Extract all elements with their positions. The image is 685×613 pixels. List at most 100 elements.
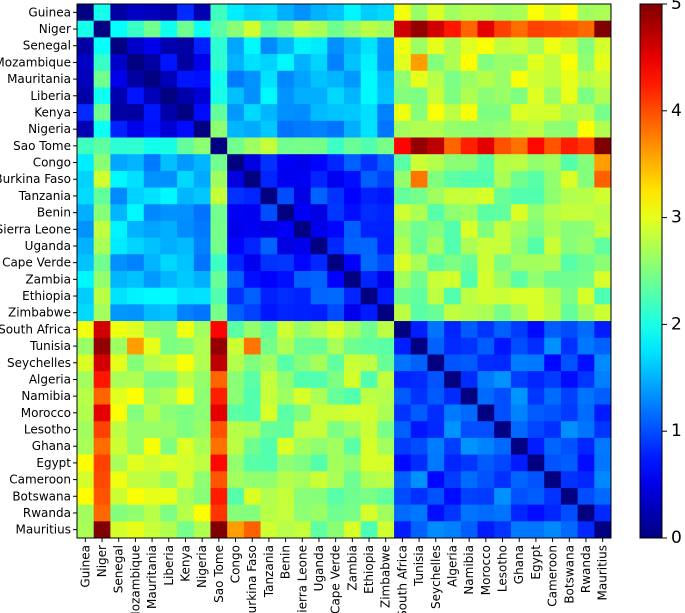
heatmap-cell [344,487,362,506]
heatmap-cell [277,104,295,122]
heatmap-cell [494,304,512,322]
heatmap-cell [527,471,545,489]
heatmap-cell [344,237,362,255]
heatmap-cell [527,137,545,155]
heatmap-cell [544,504,562,522]
heatmap-cell [410,70,428,88]
heatmap-cell [594,471,612,489]
heatmap-cell [160,170,178,188]
heatmap-cell [594,254,612,272]
heatmap-cell [460,154,478,172]
heatmap-cell [277,70,295,88]
heatmap-cell [177,304,195,322]
heatmap-cell [160,120,178,138]
heatmap-cell [460,254,478,272]
heatmap-cell [77,137,95,155]
heatmap-cell [360,220,378,239]
heatmap-cell [160,521,178,539]
heatmap-cell [227,271,245,289]
heatmap-cell [127,371,145,389]
heatmap-cell [143,421,161,439]
heatmap-cell [510,170,528,188]
heatmap-cell [427,321,445,339]
heatmap-cell [177,204,195,222]
heatmap-cell [560,321,579,339]
heatmap-cell [360,170,378,188]
heatmap-cell [110,220,128,239]
heatmap-cell [494,504,512,522]
heatmap-cell [227,437,245,455]
heatmap-cell [193,237,211,255]
heatmap-cell [77,287,95,305]
heatmap-cell [527,287,545,305]
heatmap-cell [177,170,195,188]
heatmap-cell [444,437,462,455]
heatmap-cell [77,37,95,55]
heatmap-cell [293,237,312,255]
heatmap-cell [544,321,562,339]
heatmap-cell [377,371,395,389]
heatmap-cell [444,170,462,188]
heatmap-cell [594,321,612,339]
heatmap-cell [444,20,462,38]
heatmap-cell [127,104,145,122]
heatmap-cell [377,454,395,472]
heatmap-cell [177,321,195,339]
heatmap-cell [494,154,512,172]
heatmap-cell [360,287,378,305]
heatmap-cell [577,170,595,188]
heatmap-cell [560,154,579,172]
heatmap-cell [560,271,579,289]
heatmap-cell [227,504,245,522]
heatmap-cell [427,371,445,389]
heatmap-cell [460,170,478,188]
heatmap-cell [260,437,278,455]
heatmap-cell [127,137,145,155]
heatmap-cell [527,437,545,455]
heatmap-cell [160,271,178,289]
heatmap-cell [544,87,562,105]
heatmap-cell [427,137,445,155]
heatmap-cell [177,104,195,122]
heatmap-cell [110,254,128,272]
heatmap-cell [494,70,512,88]
heatmap-cell [143,104,161,122]
heatmap-cell [110,421,128,439]
heatmap-cell [410,387,428,405]
heatmap-cell [444,287,462,305]
heatmap-cell [143,287,161,305]
heatmap-cell [177,471,195,489]
heatmap-cell [243,471,261,489]
heatmap-cell [277,321,295,339]
heatmap-cell [594,287,612,305]
heatmap-cell [544,170,562,188]
heatmap-cell [210,87,228,105]
heatmap-cell [594,187,612,205]
heatmap-cell [210,454,228,472]
heatmap-cell [560,20,579,38]
heatmap-cell [77,120,95,138]
heatmap-cell [193,304,211,322]
heatmap-cell [594,120,612,138]
heatmap-cell [377,104,395,122]
heatmap-cell [160,487,178,506]
heatmap-cell [427,70,445,88]
heatmap-cell [177,487,195,506]
heatmap-cell [510,437,528,455]
heatmap-cell [494,120,512,138]
heatmap-cell [477,421,495,439]
heatmap-cell [77,154,95,172]
heatmap-cell [360,271,378,289]
column-label: South Africa [395,545,409,613]
heatmap-cell [360,137,378,155]
heatmap-cell [510,204,528,222]
heatmap-cell [160,504,178,522]
column-label: Lesotho [496,545,510,592]
heatmap-cell [427,204,445,222]
heatmap-cell [260,70,278,88]
heatmap-cell [510,20,528,38]
heatmap-cell [360,371,378,389]
column-label: Botswana [562,545,576,604]
heatmap-cell [394,371,412,389]
heatmap-cell [327,504,345,522]
